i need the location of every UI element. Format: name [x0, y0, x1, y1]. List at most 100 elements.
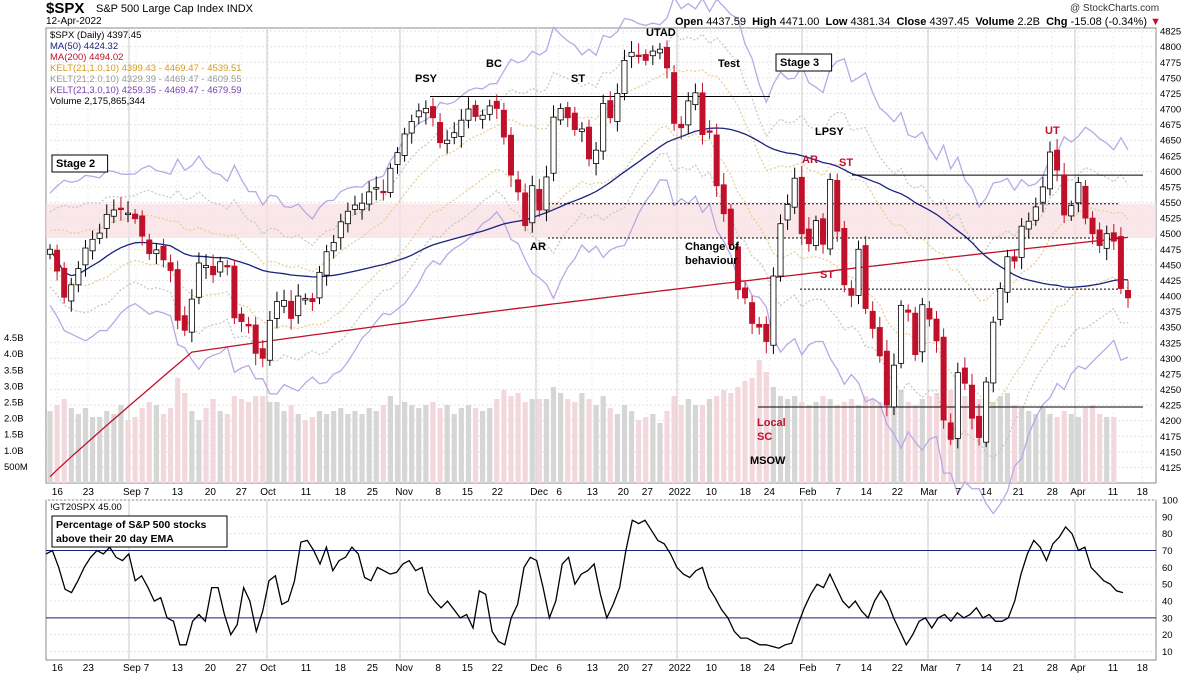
- candle-body: [912, 312, 919, 356]
- volume-bar: [593, 405, 599, 483]
- kelt3-lower-band: [49, 179, 1129, 515]
- volume-bar: [260, 396, 266, 483]
- volume-bar: [1040, 408, 1046, 483]
- candle-body: [238, 313, 245, 322]
- candle-body: [394, 152, 401, 165]
- close-label: Close: [896, 16, 927, 28]
- volume-tick-label: 1.5B: [4, 430, 24, 441]
- volume-bar: [728, 393, 734, 483]
- candle-body: [628, 51, 635, 58]
- candle-body: [734, 246, 741, 291]
- candle-body: [1025, 220, 1032, 230]
- indicator-legend: !GT20SPX 45.00: [50, 502, 122, 513]
- chg-value: -15.08 (-0.34%): [1070, 16, 1147, 28]
- volume-bar: [423, 405, 429, 483]
- candle-body: [479, 114, 486, 120]
- volume-bar: [54, 405, 60, 483]
- volume-bar: [132, 417, 138, 483]
- candle-body: [834, 179, 841, 232]
- x-tick-label: 11: [1108, 663, 1119, 674]
- candle-body: [351, 204, 358, 210]
- indicator-tick-label: 60: [1162, 563, 1173, 574]
- candle-body: [522, 192, 529, 226]
- volume-bar: [430, 402, 436, 483]
- price-tick-label: 4175: [1160, 432, 1181, 443]
- volume-bar: [962, 396, 968, 483]
- candle-body: [387, 167, 394, 193]
- candle-body: [1082, 185, 1089, 219]
- candle-body: [451, 132, 458, 138]
- x-tick-label: Mar: [920, 663, 938, 674]
- candle-body: [926, 308, 933, 320]
- x-tick-label: Sep 7: [123, 487, 150, 498]
- candle-body: [181, 315, 188, 331]
- candle-body: [564, 107, 571, 119]
- candle-body: [820, 218, 827, 245]
- x-tick-label: 18: [1137, 663, 1149, 674]
- volume-bar: [323, 414, 330, 483]
- price-tick-label: 4525: [1160, 214, 1181, 225]
- x-tick-label: 20: [618, 487, 630, 498]
- volume-bar: [224, 414, 230, 483]
- candle-body: [876, 327, 883, 357]
- volume-bar: [522, 402, 528, 483]
- volume-bar: [685, 399, 691, 483]
- candle-body: [54, 249, 61, 272]
- candle-body: [330, 242, 337, 252]
- candle-body: [1096, 229, 1103, 246]
- x-tick-label: 22: [892, 487, 904, 498]
- x-tick-label: 24: [764, 663, 776, 674]
- x-tick-label: 25: [367, 487, 379, 498]
- candle-body: [1061, 174, 1068, 216]
- candle-body: [621, 60, 628, 94]
- volume-bar: [628, 411, 635, 483]
- annotation-label: UTAD: [646, 27, 676, 39]
- price-tick-label: 4275: [1160, 369, 1181, 380]
- candle-body: [692, 92, 699, 106]
- candle-body: [203, 265, 210, 269]
- candle-body: [231, 265, 238, 319]
- candle-body: [947, 422, 954, 440]
- volume-bar: [820, 396, 826, 483]
- volume-bar: [111, 414, 117, 483]
- candle-body: [671, 72, 678, 124]
- volume-bar: [61, 399, 67, 483]
- volume-bar: [763, 372, 769, 483]
- candle-body: [344, 210, 351, 225]
- volume-bar: [288, 405, 294, 483]
- annotation-box: [51, 154, 109, 173]
- volume-tick-label: 1.0B: [4, 446, 24, 457]
- volume-bar: [862, 396, 869, 483]
- annotation-label: ST: [571, 73, 585, 85]
- volume-bar: [891, 396, 897, 483]
- legend-entry: MA(200) 4494.02: [50, 52, 123, 63]
- description-text: S&P 500 Large Cap Index: [96, 3, 224, 15]
- candle-body: [664, 46, 671, 69]
- volume-bar: [1047, 414, 1053, 483]
- candle-body: [550, 116, 557, 174]
- indicator-tick-label: 20: [1162, 630, 1173, 641]
- candle-body: [195, 262, 202, 298]
- x-tick-label: 7: [835, 487, 841, 498]
- volume-bar: [1061, 411, 1067, 483]
- low-label: Low: [825, 16, 848, 28]
- price-tick-label: 4125: [1160, 463, 1181, 474]
- x-tick-label: 6: [556, 663, 562, 674]
- candle-body: [678, 123, 685, 129]
- candle-body: [600, 103, 607, 152]
- candle-body: [742, 287, 749, 299]
- high-label: High: [752, 16, 777, 28]
- price-tick-label: 4775: [1160, 58, 1181, 69]
- x-tick-label: Dec: [530, 663, 548, 674]
- volume-bar: [536, 399, 542, 483]
- volume-bar: [309, 417, 316, 483]
- x-tick-label: 11: [1108, 487, 1119, 498]
- candle-body: [132, 213, 139, 220]
- x-tick-label: 14: [981, 663, 993, 674]
- indicator-tick-label: 100: [1162, 496, 1178, 507]
- volume-bar: [331, 411, 337, 483]
- volume-bar: [167, 408, 174, 483]
- volume-bar: [770, 387, 776, 483]
- watermark: @ StockCharts.com: [1070, 3, 1160, 14]
- volume-bar: [203, 408, 209, 483]
